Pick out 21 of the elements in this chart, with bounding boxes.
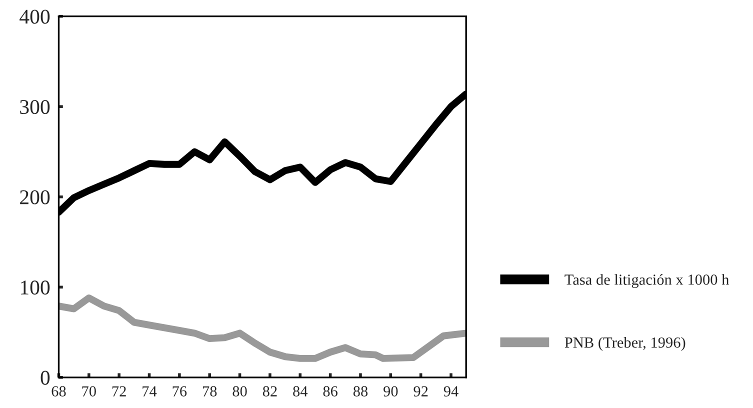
x-tick-label: 94: [444, 386, 458, 396]
x-tick-label: 70: [82, 386, 96, 396]
y-tick-label: 0: [40, 370, 50, 385]
y-tick-label: 300: [20, 100, 50, 114]
y-tick-label: 400: [20, 10, 50, 24]
y-tick-label: 200: [20, 190, 50, 204]
x-tick-label: 72: [112, 386, 126, 396]
x-tick-label: 84: [293, 386, 308, 396]
y-tick-label: 100: [20, 280, 50, 295]
x-tick-label: 78: [202, 386, 217, 396]
x-tick-label: 86: [323, 386, 338, 396]
x-tick-label: 92: [414, 386, 428, 396]
x-tick-label: 68: [52, 386, 66, 396]
x-tick-label: 74: [142, 386, 157, 396]
x-tick-label: 80: [232, 386, 247, 396]
x-tick-label: 90: [384, 386, 398, 396]
x-tick-label: 88: [353, 386, 368, 396]
legend-label: PNB (Treber, 1996): [564, 336, 686, 351]
legend-label: Tasa de litigación x 1000 h: [564, 274, 730, 288]
x-tick-label: 76: [172, 386, 187, 396]
x-tick-label: 82: [262, 386, 277, 396]
